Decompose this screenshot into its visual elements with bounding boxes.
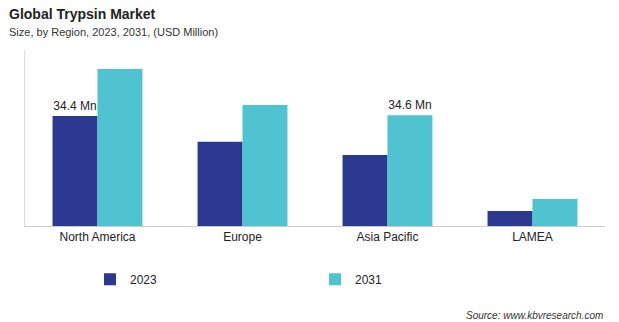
svg-text:LAMEA: LAMEA (512, 230, 553, 244)
svg-text:34.6 Mn: 34.6 Mn (388, 98, 431, 112)
svg-text:2023: 2023 (130, 273, 157, 287)
svg-text:34.4 Mn: 34.4 Mn (53, 99, 96, 113)
svg-text:Global Trypsin Market: Global Trypsin Market (9, 6, 156, 22)
svg-text:North America: North America (59, 230, 135, 244)
svg-text:2031: 2031 (355, 273, 382, 287)
svg-text:Asia Pacific: Asia Pacific (356, 230, 418, 244)
svg-text:Size, by Region, 2023, 2031, (: Size, by Region, 2023, 2031, (USD Millio… (9, 26, 218, 38)
svg-text:Europe: Europe (223, 230, 262, 244)
svg-text:Source: www.kbvresearch.com: Source: www.kbvresearch.com (466, 310, 603, 321)
